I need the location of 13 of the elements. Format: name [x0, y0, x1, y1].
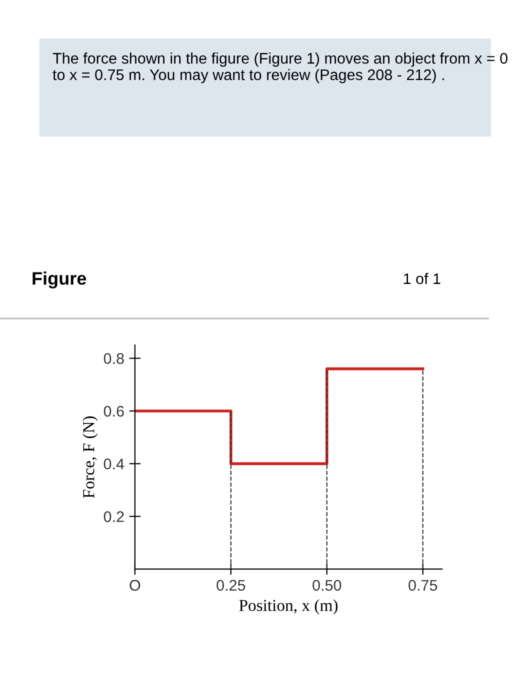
- y-tick-label: 0.8: [104, 353, 124, 364]
- y-tick-label: 0.4: [104, 458, 124, 470]
- x-tick-label: O: [130, 580, 140, 591]
- y-tick-label: 0.6: [104, 406, 124, 417]
- chart-title: The force shown in the figure (Figure 1) moves an object from x = 0 to x = 0.75 m. You may want to review (Pages 208 - 212) .: [52, 52, 508, 84]
- chart-subtitle: Figure: [32, 272, 86, 288]
- x-tick-label: 0.25: [216, 580, 246, 591]
- y-axis-title: Force, F (N): [82, 416, 98, 498]
- x-axis-title: Position, x (m): [239, 599, 338, 614]
- y-tick-label: 0.2: [104, 511, 124, 522]
- x-tick-label: 0.50: [312, 580, 342, 591]
- text: 1 of 1: [404, 272, 440, 284]
- x-tick-label: 0.75: [408, 580, 438, 591]
